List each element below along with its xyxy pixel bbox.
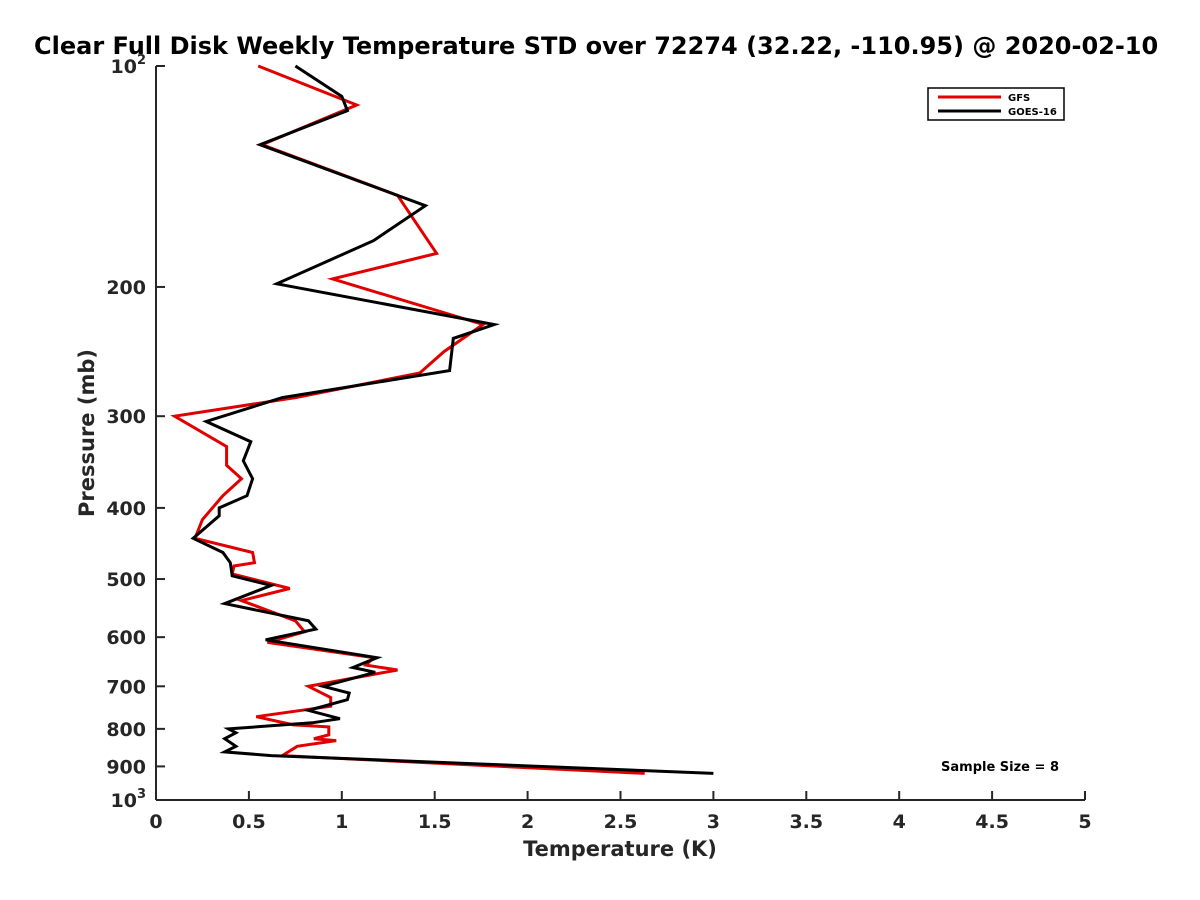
x-tick-label: 0.5 xyxy=(232,811,266,833)
y-ticks: 102 200 300 400 500 600 700 800 900 103 xyxy=(106,53,165,812)
sample-size-annotation: Sample Size = 8 xyxy=(941,760,1059,775)
x-tick-label: 1.5 xyxy=(418,811,452,833)
x-tick-label: 0 xyxy=(149,811,162,833)
x-tick-label: 3 xyxy=(707,811,720,833)
x-ticks: 0 0.5 1 1.5 2 2.5 3 3.5 4 4.5 5 xyxy=(149,791,1092,833)
legend-label: GOES-16 xyxy=(1008,107,1057,118)
x-tick-label: 4 xyxy=(893,811,906,833)
y-tick-label: 300 xyxy=(106,406,146,428)
x-tick-label: 2.5 xyxy=(604,811,638,833)
x-tick-label: 1 xyxy=(335,811,348,833)
y-tick-label: 900 xyxy=(106,756,146,778)
chart-title: Clear Full Disk Weekly Temperature STD o… xyxy=(34,32,1158,60)
series-line-goes-16 xyxy=(190,64,714,775)
y-tick-label: 102 xyxy=(111,53,147,78)
y-tick-label: 500 xyxy=(106,569,146,591)
legend-box xyxy=(927,87,1065,121)
y-axis-label: Pressure (mb) xyxy=(75,349,99,517)
y-tick-label: 600 xyxy=(106,627,146,649)
legend: GFS GOES-16 xyxy=(927,87,1065,121)
x-tick-label: 3.5 xyxy=(789,811,823,833)
x-tick-label: 4.5 xyxy=(975,811,1009,833)
y-tick-label: 400 xyxy=(106,498,146,520)
series-layer xyxy=(170,64,714,775)
y-tick-label: 700 xyxy=(106,676,146,698)
x-tick-label: 5 xyxy=(1078,811,1091,833)
y-tick-label: 200 xyxy=(106,277,146,299)
legend-label: GFS xyxy=(1008,93,1030,104)
y-tick-label: 800 xyxy=(106,719,146,741)
series-line-gfs xyxy=(170,64,645,775)
x-axis-label: Temperature (K) xyxy=(523,837,717,861)
x-tick-label: 2 xyxy=(521,811,534,833)
y-tick-label: 103 xyxy=(111,787,147,812)
